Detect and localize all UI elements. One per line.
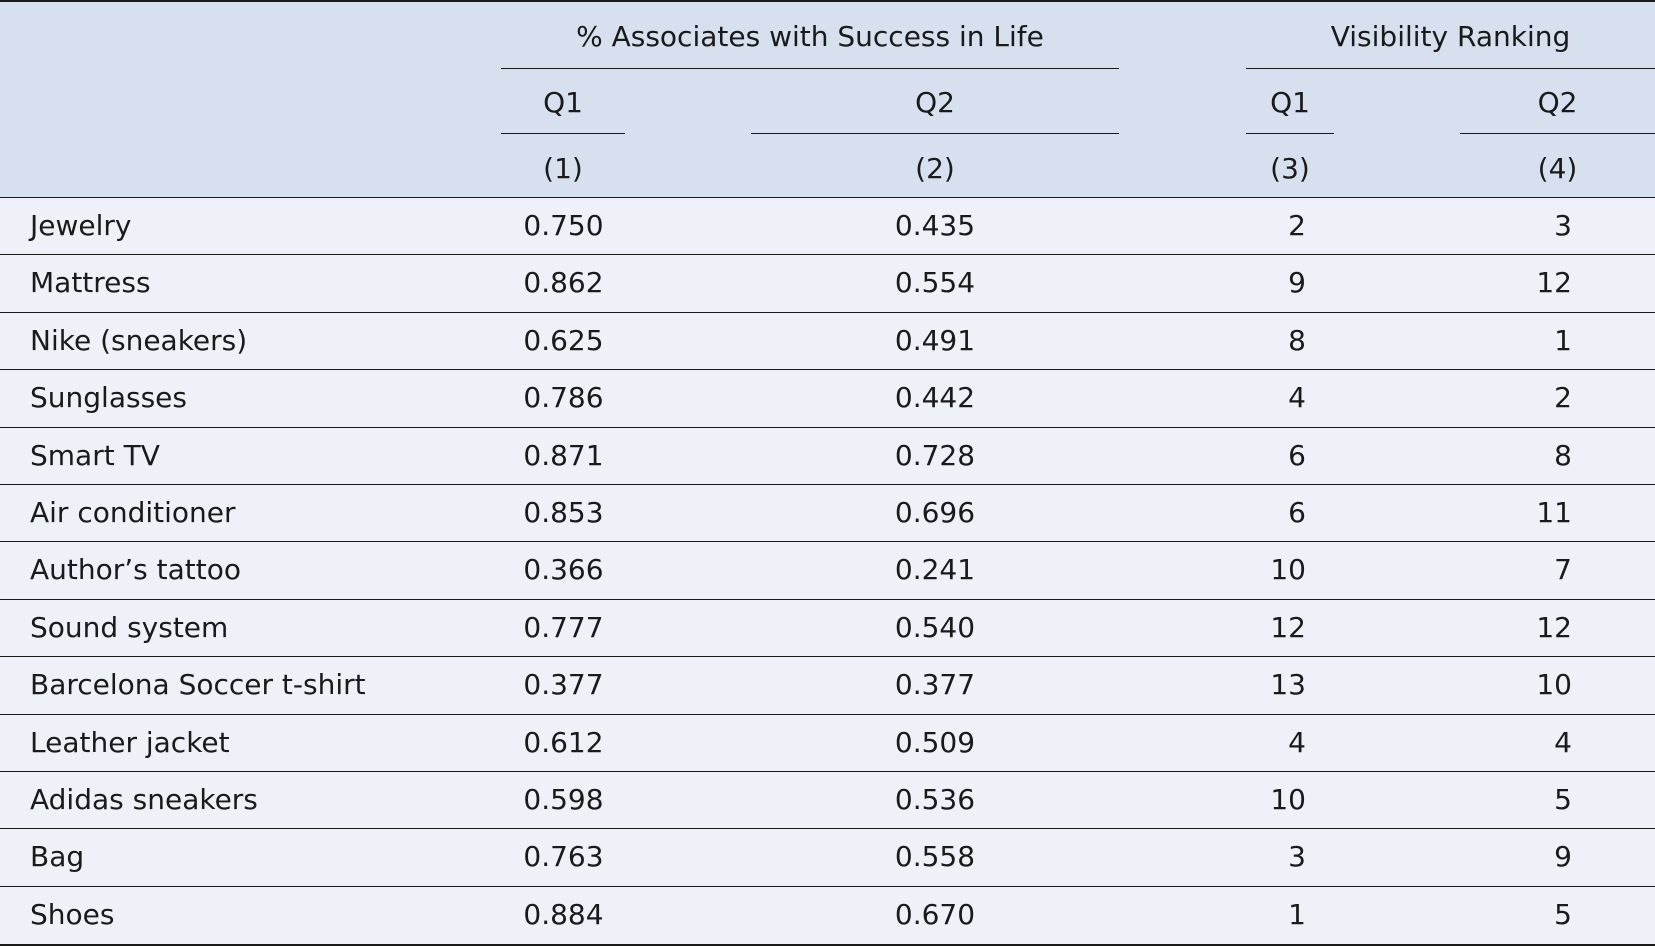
success-q2-value: 0.442 [894, 381, 976, 415]
visibility-q2-value: 4 [1554, 725, 1572, 759]
success-q1-value: 0.763 [523, 840, 604, 874]
table-row: Adidas sneakers 0.598 0.536 10 5 [0, 772, 1655, 830]
subheader-rule-4 [1460, 133, 1655, 134]
visibility-q1-value: 10 [1270, 782, 1306, 816]
item-label: Sunglasses [30, 381, 187, 415]
item-label: Sound system [30, 610, 229, 644]
success-q2-value: 0.670 [894, 897, 976, 931]
visibility-q1-value: 6 [1288, 495, 1306, 529]
success-q1-value: 0.612 [523, 725, 604, 759]
item-label: Jewelry [30, 209, 132, 242]
group-header-success: % Associates with Success in Life [576, 20, 1044, 53]
subheader-q1-visibility: Q1 [1270, 86, 1310, 119]
subheader-q2-success: Q2 [915, 86, 955, 119]
item-label: Author’s tattoo [30, 553, 242, 587]
visibility-q1-value: 6 [1288, 438, 1306, 472]
visibility-q1-value: 10 [1270, 553, 1306, 587]
table-row: Mattress 0.862 0.554 9 12 [0, 255, 1655, 313]
item-label: Smart TV [30, 438, 160, 472]
visibility-q2-value: 2 [1554, 381, 1572, 415]
success-q1-value: 0.871 [523, 438, 604, 472]
visibility-q1-value: 2 [1288, 209, 1306, 242]
success-q2-value: 0.377 [894, 668, 976, 702]
table-row: Author’s tattoo 0.366 0.241 10 7 [0, 542, 1655, 600]
success-q2-value: 0.696 [894, 495, 976, 529]
table-row: Jewelry 0.750 0.435 2 3 [0, 198, 1655, 256]
visibility-q2-value: 5 [1554, 782, 1572, 816]
visibility-q1-value: 4 [1288, 725, 1306, 759]
success-q2-value: 0.241 [894, 553, 976, 587]
visibility-q2-value: 11 [1536, 495, 1572, 529]
visibility-q1-value: 4 [1288, 381, 1306, 415]
item-label: Leather jacket [30, 725, 230, 759]
visibility-q2-value: 12 [1536, 610, 1572, 644]
visibility-q1-value: 1 [1288, 897, 1306, 931]
success-q1-value: 0.786 [523, 381, 604, 415]
success-q2-value: 0.728 [894, 438, 976, 472]
success-q2-value: 0.540 [894, 610, 976, 644]
visibility-q1-value: 9 [1288, 266, 1306, 300]
column-number-2: (2) [915, 152, 955, 185]
subheader-rule-3 [1246, 133, 1334, 134]
column-number-3: (3) [1270, 152, 1310, 185]
table-row: Sound system 0.777 0.540 12 12 [0, 600, 1655, 658]
item-label: Adidas sneakers [30, 782, 258, 816]
group-header-visibility: Visibility Ranking [1330, 20, 1571, 53]
table-row: Sunglasses 0.786 0.442 4 2 [0, 370, 1655, 428]
column-number-4: (4) [1537, 152, 1578, 185]
success-q1-value: 0.366 [523, 553, 604, 587]
item-label: Mattress [30, 266, 151, 300]
visibility-q2-value: 8 [1554, 438, 1572, 472]
table-body: Jewelry 0.750 0.435 2 3 Mattress 0.862 0… [0, 198, 1655, 944]
table-row: Leather jacket 0.612 0.509 4 4 [0, 715, 1655, 772]
visibility-q1-value: 13 [1270, 668, 1306, 702]
success-q1-value: 0.853 [523, 495, 604, 529]
success-q1-value: 0.750 [523, 209, 604, 242]
success-q1-value: 0.377 [523, 668, 604, 702]
visibility-q1-value: 3 [1288, 840, 1306, 874]
table-header: % Associates with Success in Life Visibi… [0, 2, 1655, 198]
group-rule-success [501, 68, 1119, 69]
item-label: Nike (sneakers) [30, 323, 248, 357]
table-row: Nike (sneakers) 0.625 0.491 8 1 [0, 313, 1655, 371]
success-q2-value: 0.509 [894, 725, 976, 759]
visibility-q1-value: 12 [1270, 610, 1306, 644]
success-q1-value: 0.862 [523, 266, 604, 300]
success-q2-value: 0.554 [894, 266, 976, 300]
subheader-rule-2 [751, 133, 1119, 134]
success-q1-value: 0.777 [523, 610, 604, 644]
visibility-q2-value: 12 [1536, 266, 1572, 300]
item-label: Shoes [30, 897, 115, 931]
table-row: Bag 0.763 0.558 3 9 [0, 829, 1655, 887]
visibility-q1-value: 8 [1288, 323, 1306, 357]
success-q2-value: 0.536 [894, 782, 976, 816]
success-q1-value: 0.598 [523, 782, 604, 816]
table-row: Air conditioner 0.853 0.696 6 11 [0, 485, 1655, 543]
visibility-q2-value: 7 [1554, 553, 1572, 587]
success-q2-value: 0.558 [894, 840, 976, 874]
table-row: Barcelona Soccer t-shirt 0.377 0.377 13 … [0, 657, 1655, 715]
subheader-q2-visibility: Q2 [1537, 86, 1578, 119]
subheader-rule-1 [501, 133, 625, 134]
table-row: Smart TV 0.871 0.728 6 8 [0, 428, 1655, 485]
group-rule-visibility [1246, 68, 1655, 69]
visibility-q2-value: 9 [1554, 840, 1572, 874]
item-label: Barcelona Soccer t-shirt [30, 668, 366, 702]
visibility-q2-value: 10 [1536, 668, 1572, 702]
visibility-q2-value: 5 [1554, 897, 1572, 931]
item-label: Air conditioner [30, 495, 236, 529]
column-number-1: (1) [543, 152, 583, 185]
visibility-q2-value: 3 [1554, 209, 1572, 242]
success-q1-value: 0.884 [523, 897, 604, 931]
success-q2-value: 0.491 [894, 323, 976, 357]
success-q2-value: 0.435 [894, 209, 976, 242]
subheader-q1-success: Q1 [543, 86, 583, 119]
item-label: Bag [30, 840, 85, 874]
visibility-q2-value: 1 [1554, 323, 1572, 357]
table-row: Shoes 0.884 0.670 1 5 [0, 887, 1655, 944]
success-q1-value: 0.625 [523, 323, 604, 357]
